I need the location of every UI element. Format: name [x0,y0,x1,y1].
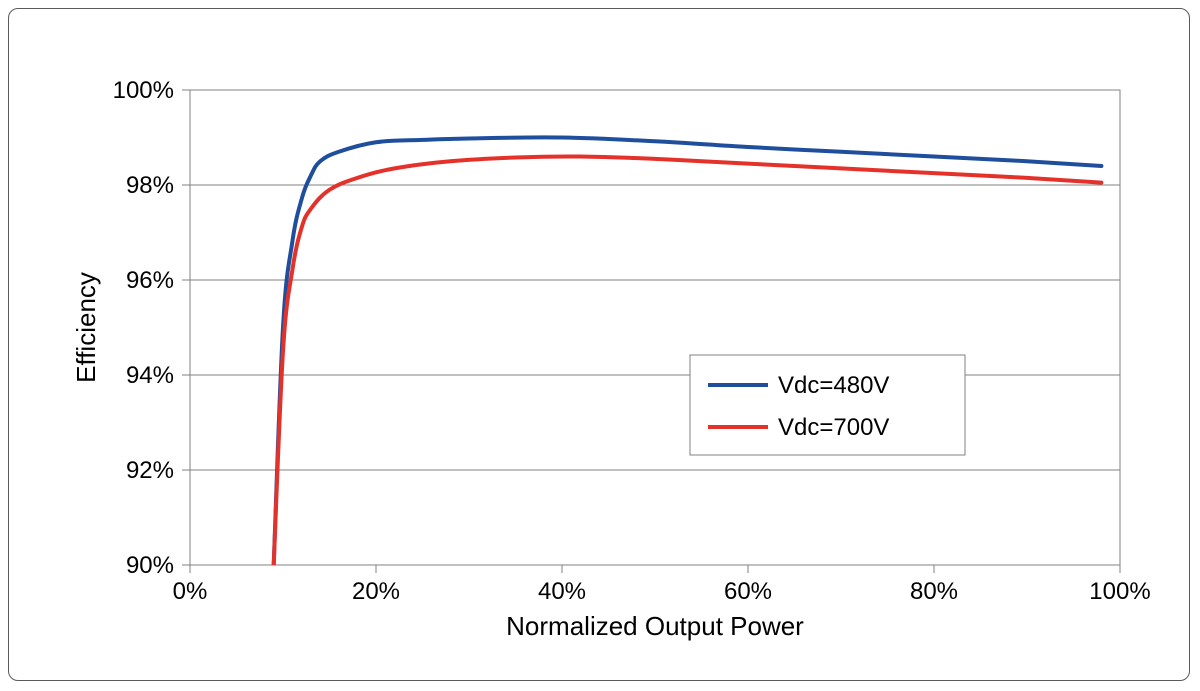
svg-text:90%: 90% [126,552,174,579]
svg-text:60%: 60% [724,578,772,605]
svg-text:Efficiency: Efficiency [71,272,101,383]
svg-text:98%: 98% [126,172,174,199]
svg-text:94%: 94% [126,362,174,389]
svg-text:40%: 40% [538,578,586,605]
svg-text:20%: 20% [352,578,400,605]
chart-container: 0% 20% 40% 60% 80% 100% 90% 92% 94% 96% 98% 100% Nor… [0,0,1200,691]
svg-text:Normalized Output Power: Normalized Output Power [506,611,804,641]
svg-text:96%: 96% [126,267,174,294]
svg-text:100%: 100% [1089,578,1150,605]
svg-text:100%: 100% [113,77,174,104]
efficiency-chart: 0% 20% 40% 60% 80% 100% 90% 92% 94% 96% 98% 100% Nor… [0,0,1200,691]
svg-text:Vdc=700V: Vdc=700V [778,414,889,441]
svg-text:0%: 0% [173,578,208,605]
svg-text:92%: 92% [126,457,174,484]
svg-text:80%: 80% [910,578,958,605]
svg-text:Vdc=480V: Vdc=480V [778,372,889,399]
